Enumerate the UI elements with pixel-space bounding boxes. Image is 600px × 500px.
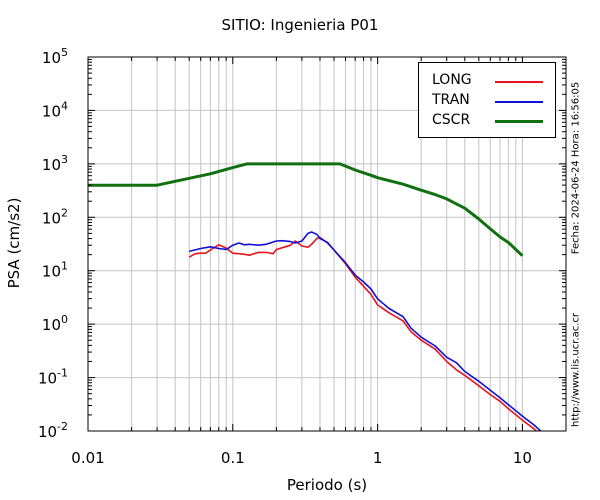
x-tick-label: 0.01 (71, 449, 104, 467)
y-tick-base: 10 (42, 102, 61, 120)
y-tick-label: 10-1 (38, 367, 68, 388)
y-tick-exponent: 5 (61, 46, 68, 59)
y-tick-label: 10-2 (38, 420, 68, 441)
x-tick-label: 0.1 (221, 449, 245, 467)
y-tick-exponent: 0 (61, 313, 68, 326)
y-tick-label: 102 (42, 206, 68, 227)
chart-grid (87, 56, 567, 432)
y-tick-base: 10 (38, 370, 57, 388)
legend-swatch-tran (495, 101, 543, 103)
plot-frame (87, 56, 567, 432)
legend-label-cscr: CSCR (432, 112, 471, 128)
y-tick-exponent: 3 (61, 153, 68, 166)
x-tick-labels: 0.01 0.1 1 10 (71, 449, 532, 467)
legend-swatch-cscr (495, 120, 543, 123)
y-tick-exponent: -1 (57, 367, 68, 380)
y-tick-exponent: 4 (61, 99, 68, 112)
legend-swatch-long (495, 81, 543, 83)
y-tick-base: 10 (38, 423, 57, 441)
legend-entry-cscr: CSCR (419, 111, 555, 131)
x-tick-label: 10 (513, 449, 532, 467)
y-axis-label: PSA (cm/s2) (5, 197, 23, 289)
series-line-tran (189, 231, 542, 431)
y-tick-base: 10 (42, 316, 61, 334)
y-tick-base: 10 (42, 263, 61, 281)
x-tick-label: 1 (373, 449, 383, 467)
legend-label-long: LONG (432, 72, 472, 88)
y-tick-exponent: 2 (61, 206, 68, 219)
y-tick-label: 103 (42, 153, 68, 174)
y-tick-base: 10 (42, 49, 61, 67)
legend-entry-tran: TRAN (419, 91, 555, 111)
chart-ticks (87, 56, 567, 432)
series-line-cscr (88, 162, 524, 257)
y-tick-label: 100 (42, 313, 68, 334)
timestamp-label: Fecha: 2024-06-24 Hora: 16:56:05 (570, 81, 582, 255)
chart-series (88, 162, 542, 431)
x-axis-label: Periodo (s) (286, 476, 368, 494)
y-tick-base: 10 (42, 156, 61, 174)
y-tick-label: 105 (42, 46, 68, 67)
legend-entry-long: LONG (419, 71, 555, 91)
chart-title: SITIO: Ingenieria P01 (221, 16, 379, 34)
y-tick-label: 104 (42, 99, 68, 120)
chart-legend: LONG TRAN CSCR (418, 62, 556, 138)
source-url-label: http://www.lis.ucr.ac.cr (570, 313, 582, 427)
y-tick-exponent: 1 (61, 260, 68, 273)
y-tick-label: 101 (42, 260, 68, 281)
y-tick-base: 10 (42, 209, 61, 227)
legend-label-tran: TRAN (432, 92, 470, 108)
y-tick-exponent: -2 (57, 420, 68, 433)
